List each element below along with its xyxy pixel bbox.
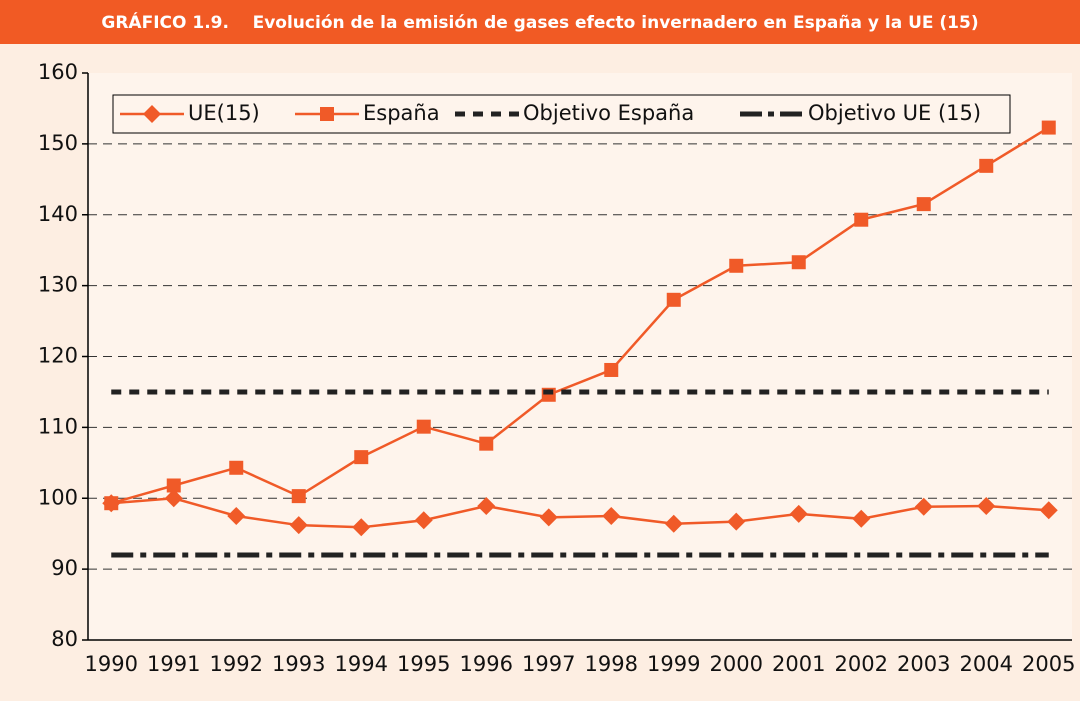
y-tick-label: 90 [51, 556, 78, 580]
marker [977, 497, 996, 516]
marker [227, 506, 246, 525]
x-tick-label: 1998 [585, 652, 638, 676]
x-tick-label: 1997 [522, 652, 575, 676]
x-tick-label: 1992 [210, 652, 263, 676]
header [0, 0, 1080, 44]
x-tick-label: 1991 [147, 652, 200, 676]
marker [1039, 501, 1058, 520]
marker [320, 107, 334, 121]
legend-label: Objetivo UE (15) [808, 101, 981, 125]
x-tick-label: 1995 [397, 652, 450, 676]
x-tick-label: 1999 [647, 652, 700, 676]
marker [414, 511, 433, 530]
marker [852, 509, 871, 528]
marker [1041, 120, 1056, 135]
x-tick-label: 1994 [335, 652, 388, 676]
marker [416, 419, 431, 434]
marker [602, 506, 621, 525]
marker [164, 489, 183, 508]
marker [854, 212, 869, 227]
series-line [111, 496, 1049, 529]
marker [664, 514, 683, 533]
legend-label: Objetivo España [523, 101, 694, 125]
marker [789, 504, 808, 523]
marker [604, 362, 619, 377]
marker [477, 497, 496, 516]
marker [229, 460, 244, 475]
x-tick-label: 2004 [960, 652, 1013, 676]
marker [104, 496, 119, 511]
y-tick-label: 100 [38, 485, 78, 509]
x-tick-label: 2002 [835, 652, 888, 676]
series-line [110, 126, 1050, 505]
x-tick-label: 2001 [772, 652, 825, 676]
y-tick-label: 150 [38, 131, 78, 155]
y-tick-label: 130 [38, 273, 78, 297]
marker [479, 436, 494, 451]
x-tick-label: 2005 [1022, 652, 1075, 676]
marker [916, 197, 931, 212]
marker [539, 508, 558, 527]
marker [289, 516, 308, 535]
marker [352, 518, 371, 537]
x-tick-label: 2003 [897, 652, 950, 676]
marker [729, 258, 744, 273]
marker [979, 158, 994, 173]
marker [354, 450, 369, 465]
marker [291, 489, 306, 504]
y-tick-label: 110 [38, 414, 78, 438]
y-tick-label: 80 [51, 627, 78, 651]
x-tick-label: 2000 [710, 652, 763, 676]
plot-area [88, 73, 1072, 640]
marker [166, 478, 181, 493]
x-tick-label: 1996 [460, 652, 513, 676]
legend-box [112, 94, 1011, 134]
marker [143, 105, 161, 123]
y-tick-label: 120 [38, 344, 78, 368]
legend-label: España [363, 101, 440, 125]
marker [666, 292, 681, 307]
x-tick-label: 1993 [272, 652, 325, 676]
x-tick-label: 1990 [85, 652, 138, 676]
legend-label: UE(15) [188, 101, 260, 125]
marker [914, 497, 933, 516]
y-tick-label: 140 [38, 202, 78, 226]
y-tick-label: 160 [38, 60, 78, 84]
chart-title: GRÁFICO 1.9. Evolución de la emisión de … [101, 11, 978, 33]
marker [727, 512, 746, 531]
marker [791, 255, 806, 270]
